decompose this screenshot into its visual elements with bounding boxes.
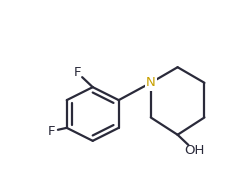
Text: F: F [47,125,55,138]
Text: F: F [73,66,81,79]
Text: OH: OH [183,144,203,157]
Text: N: N [145,76,155,89]
